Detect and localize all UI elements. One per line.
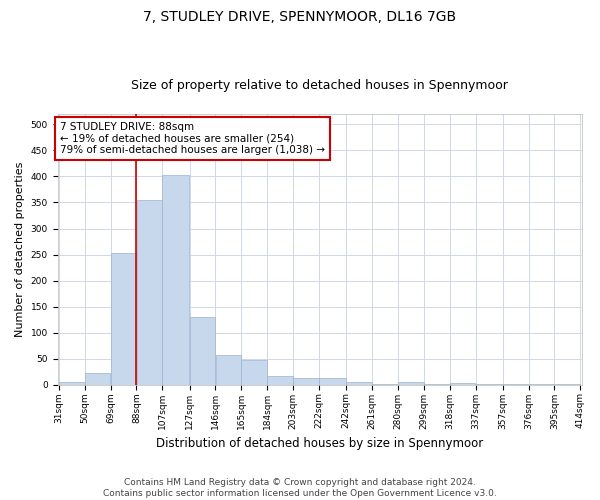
Bar <box>85 372 110 384</box>
Bar <box>268 376 293 384</box>
Bar <box>59 382 85 384</box>
Bar <box>346 382 372 384</box>
Text: 7 STUDLEY DRIVE: 88sqm
← 19% of detached houses are smaller (254)
79% of semi-de: 7 STUDLEY DRIVE: 88sqm ← 19% of detached… <box>60 122 325 155</box>
X-axis label: Distribution of detached houses by size in Spennymoor: Distribution of detached houses by size … <box>156 437 483 450</box>
Bar <box>398 382 424 384</box>
Bar <box>215 355 241 384</box>
Bar <box>111 253 136 384</box>
Bar <box>190 317 215 384</box>
Text: 7, STUDLEY DRIVE, SPENNYMOOR, DL16 7GB: 7, STUDLEY DRIVE, SPENNYMOOR, DL16 7GB <box>143 10 457 24</box>
Y-axis label: Number of detached properties: Number of detached properties <box>15 162 25 337</box>
Title: Size of property relative to detached houses in Spennymoor: Size of property relative to detached ho… <box>131 79 508 92</box>
Bar <box>241 360 267 384</box>
Bar <box>319 378 346 384</box>
Bar <box>450 382 475 384</box>
Text: Contains HM Land Registry data © Crown copyright and database right 2024.
Contai: Contains HM Land Registry data © Crown c… <box>103 478 497 498</box>
Bar <box>293 378 319 384</box>
Bar <box>163 175 190 384</box>
Bar <box>137 200 162 384</box>
